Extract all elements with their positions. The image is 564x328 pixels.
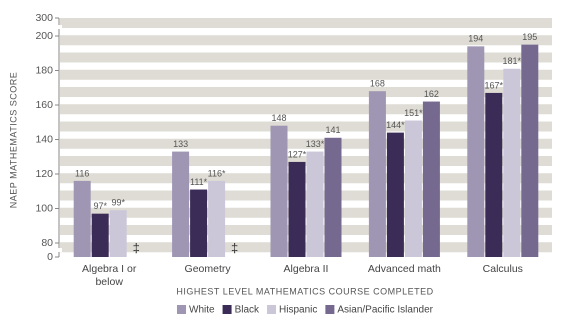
- stripe: [60, 104, 552, 115]
- bar: [91, 213, 109, 257]
- bar: [208, 180, 226, 257]
- value-label: 116*: [208, 168, 226, 178]
- legend-label: Hispanic: [279, 305, 317, 316]
- x-tick-label: Geometry: [184, 263, 231, 275]
- plot-background: [60, 18, 552, 253]
- bar: [503, 68, 521, 258]
- value-label: 111*: [190, 177, 208, 187]
- bar: [467, 46, 485, 257]
- legend-swatch: [267, 305, 277, 314]
- y-tick-label: 140: [35, 133, 53, 145]
- value-label: 194: [468, 34, 483, 44]
- stripe: [60, 121, 552, 132]
- value-label: 181*: [503, 56, 522, 66]
- stripe: [60, 173, 552, 184]
- legend-label: Black: [235, 305, 260, 316]
- value-label: 168: [370, 79, 385, 89]
- stripe: [60, 225, 552, 235]
- bar: [386, 132, 404, 257]
- stripe: [60, 52, 552, 63]
- stripe: [60, 207, 552, 218]
- legend: White Black Hispanic Asian/Pacific Islander: [177, 305, 434, 316]
- value-label: 151*: [404, 108, 423, 118]
- stripe: [60, 69, 552, 80]
- bar: [306, 151, 324, 257]
- value-label: 99*: [111, 198, 125, 208]
- legend-label: Asian/Pacific Islander: [337, 305, 433, 316]
- y-tick-label: 180: [35, 64, 53, 76]
- stripe: [60, 242, 552, 253]
- y-tick-label: 160: [35, 99, 53, 111]
- x-tick-label: Algebra I or below: [82, 263, 137, 288]
- legend-swatch: [222, 305, 232, 314]
- stripe: [60, 156, 552, 166]
- value-label: 195: [522, 32, 537, 42]
- x-tick-label: Advanced math: [367, 263, 441, 275]
- bar: [485, 92, 503, 257]
- stripe: [60, 18, 552, 28]
- value-label: 141: [325, 125, 340, 135]
- stripe: [60, 87, 552, 97]
- value-label: 116: [75, 168, 89, 178]
- bar: [404, 120, 422, 258]
- bar: [288, 161, 306, 257]
- value-label: 148: [271, 113, 286, 123]
- stripe: [60, 35, 552, 46]
- bar: [324, 137, 342, 257]
- bar: [422, 101, 440, 257]
- x-axis-label: HIGHEST LEVEL MATHEMATICS COURSE COMPLET…: [176, 286, 433, 296]
- legend-label: White: [189, 305, 215, 316]
- y-tick-label: 200: [35, 30, 53, 42]
- value-label: ‡: [231, 240, 238, 255]
- y-tick-label: 100: [35, 202, 53, 214]
- value-label: ‡: [133, 240, 140, 255]
- value-label: 162: [424, 89, 439, 99]
- value-label: 167*: [485, 80, 504, 90]
- value-label: 127*: [288, 149, 307, 159]
- bar: [270, 125, 288, 257]
- bar: [190, 189, 208, 257]
- bar: [172, 151, 190, 257]
- y-tick-label: 120: [35, 168, 53, 180]
- y-tick-label: 80: [41, 237, 53, 249]
- x-tick-label: Calculus: [482, 263, 523, 275]
- legend-swatch: [325, 305, 335, 314]
- stripe: [60, 190, 552, 201]
- value-label: 133*: [306, 139, 325, 149]
- y-tick-label: 0: [47, 251, 53, 263]
- bar: [73, 180, 91, 257]
- axis-break: [50, 248, 62, 252]
- value-label: 133: [173, 139, 188, 149]
- axis-break: [50, 25, 62, 29]
- value-label: 144*: [386, 120, 405, 130]
- legend-swatch: [177, 305, 187, 314]
- y-tick-label: 300: [35, 12, 53, 24]
- bar: [521, 44, 539, 257]
- bar: [368, 91, 386, 257]
- value-label: 97*: [93, 201, 107, 211]
- bar: [109, 210, 127, 257]
- stripe: [60, 138, 552, 149]
- x-tick-label: Algebra II: [283, 263, 329, 275]
- y-axis-label: NAEP MATHEMATICS SCORE: [8, 72, 18, 209]
